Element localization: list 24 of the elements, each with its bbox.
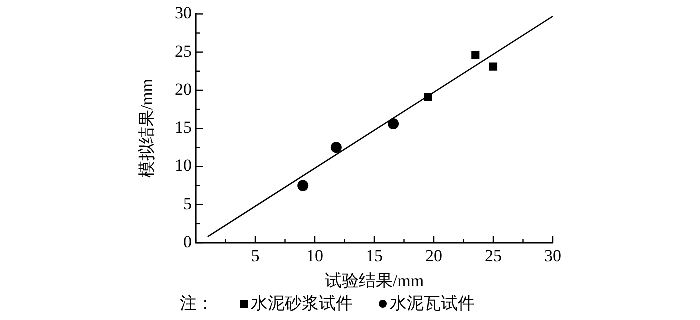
x-axis-title: 试验结果/mm: [324, 271, 424, 290]
y-tick-label: 15: [175, 118, 192, 138]
legend-label: 水泥瓦试件: [390, 293, 475, 315]
y-tick-label: 25: [175, 42, 192, 61]
y-tick-label: 20: [175, 80, 192, 99]
x-tick-label: 20: [426, 246, 442, 266]
point: [489, 62, 498, 71]
point: [424, 93, 432, 102]
y-tick-label: 5: [184, 194, 192, 214]
point: [298, 180, 309, 192]
y-axis-title: 模拟结果/mm: [138, 79, 157, 178]
x-tick-label: 25: [485, 246, 502, 266]
legend-label: 水泥砂浆试件: [251, 293, 353, 315]
x-tick-label: 10: [306, 246, 324, 266]
x-tick-label: 30: [544, 246, 562, 266]
y-tick-label: 30: [175, 4, 192, 23]
point: [472, 51, 480, 60]
x-tick-label: 15: [366, 246, 383, 266]
y-tick-label: 0: [184, 232, 192, 252]
y-tick-label: 10: [175, 156, 192, 176]
x-tick-label: 5: [251, 246, 260, 266]
point: [388, 118, 400, 130]
legend-title: 注：: [180, 293, 214, 315]
point: [330, 142, 342, 154]
